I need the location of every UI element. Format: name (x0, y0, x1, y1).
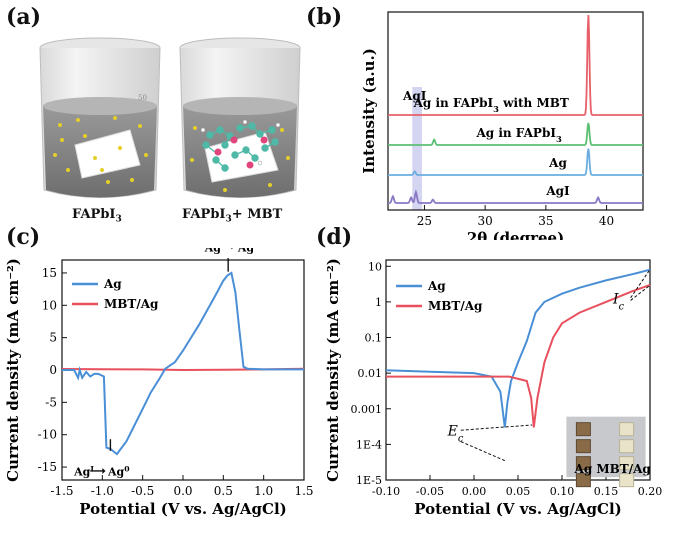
inset-label-ag: Ag (574, 462, 593, 476)
annotation-ec-line-2 (460, 441, 505, 462)
beaker-right (179, 37, 301, 198)
ytick-label-3: 0.01 (358, 367, 383, 380)
beaker-illustration: 50 (39, 37, 301, 198)
xtick-label-3: 40 (599, 214, 614, 228)
ytick-label-6: 10 (368, 260, 382, 273)
annotation-oxidation-arrowhead (231, 248, 233, 250)
inset-label-mbt: MBT/Ag (596, 462, 651, 476)
xtick-label-1: -0.05 (416, 485, 444, 498)
panel-label-c: (c) (6, 224, 41, 250)
xtick-label-4: 0.5 (214, 484, 233, 498)
panel-label-d: (d) (316, 224, 353, 250)
xtick-label-5: 0.15 (594, 485, 619, 498)
legend-label-1: MBT/Ag (104, 297, 159, 311)
beaker-mark-left: 50 (138, 94, 147, 102)
ytick-label-1: 1E-4 (356, 438, 382, 451)
ytick-label-1: -10 (38, 428, 57, 442)
annotation-ec: Ec (447, 423, 464, 444)
xtick-label-6: 0.20 (638, 485, 663, 498)
xtick-label-0: -0.10 (372, 485, 400, 498)
ytick-label-6: 15 (42, 266, 57, 280)
series-label-1: Ag in FAPbI3 (475, 126, 561, 144)
xtick-label-5: 1.0 (254, 484, 273, 498)
ytick-label-0: -15 (38, 460, 57, 474)
panel-label-a: (a) (6, 4, 42, 30)
legend-label-1: MBT/Ag (428, 299, 483, 313)
caption-fapbi3: FAPbI3 (72, 207, 122, 225)
agi-highlight-label: AgI (402, 89, 427, 103)
ytick-label-2: 0.001 (351, 403, 383, 416)
ytick-label-4: 0.1 (365, 332, 383, 345)
inset-sample-mbt-2 (619, 456, 635, 471)
annotation-reduction-arrowhead (102, 467, 106, 474)
legend-label-0: Ag (427, 279, 446, 293)
caption-fapbi3-mbt: FAPbI3+ MBT (182, 207, 283, 225)
annotation-ic-line-2 (630, 285, 650, 301)
inset-sample-mbt-0 (619, 422, 635, 437)
inset-sample-mbt-3 (619, 473, 635, 488)
agi-highlight-band (412, 87, 422, 210)
xtick-label-2: 0.00 (462, 485, 487, 498)
ytick-label-4: 5 (49, 331, 57, 345)
series-line-0 (388, 14, 643, 116)
inset-sample-ag-0 (575, 422, 591, 437)
xtick-label-6: 1.5 (294, 484, 313, 498)
ag-foil-left (74, 129, 141, 179)
series-label-3: AgI (545, 184, 570, 198)
xtick-label-2: 35 (538, 214, 553, 228)
x-axis-label: Potential (V vs. Ag/AgCl) (79, 500, 287, 518)
annotation-oxidation-from: Ag0 (204, 248, 227, 255)
xtick-label-4: 0.10 (550, 485, 575, 498)
annotation-ic-line-1 (630, 270, 650, 299)
series-line-2 (388, 148, 643, 176)
plot-frame (387, 11, 644, 211)
cv-chart: -1.5 -1.0 -0.5 0.0 0.5 1.0 1.5 -15 -10 -5 0 5 10 15 Ag… (4, 248, 314, 518)
inset-sample-ag-3 (575, 473, 591, 488)
ytick-label-0: 1E-5 (356, 474, 382, 487)
series-label-2: Ag (548, 156, 567, 170)
x-axis-label: Potential (V vs. Ag/AgCl) (414, 500, 622, 518)
series-label-0: Ag in FAPbI3 with MBT (413, 96, 569, 114)
series-line-1 (386, 283, 651, 428)
annotation-reduction-to: Ag0 (107, 464, 130, 479)
y-axis-label: Intensity (a.u.) (360, 48, 378, 174)
xtick-label-0: -1.5 (50, 484, 73, 498)
beaker-left: 50 (39, 37, 161, 198)
series-line-0 (62, 271, 304, 456)
annotation-oxidation-to: AgI (237, 248, 258, 255)
ytick-label-5: 10 (42, 298, 57, 312)
inset-sample-ag-2 (575, 456, 591, 471)
y-axis-label: Current density (mA cm⁻²) (324, 258, 342, 482)
annotation-ec-line-1 (460, 424, 533, 431)
series-line-1 (388, 122, 643, 146)
inset-sample-mbt-1 (619, 439, 635, 454)
ytick-label-5: 1 (375, 296, 382, 309)
xtick-label-2: -0.5 (131, 484, 154, 498)
mbt-molecules (200, 119, 281, 172)
annotation-reduction-from: AgI (73, 464, 94, 479)
panel-label-b: (b) (306, 4, 343, 30)
annotation-ic: Ic (612, 292, 625, 312)
ytick-label-3: 0 (49, 363, 57, 377)
xtick-label-1: -1.0 (91, 484, 114, 498)
xtick-label-1: 30 (478, 214, 493, 228)
legend-label-0: Ag (103, 277, 122, 291)
xtick-label-3: 0.05 (506, 485, 531, 498)
x-axis-label: 2θ (degree) (467, 229, 564, 240)
y-axis-label: Current density (mA cm⁻²) (4, 258, 22, 482)
series-line-0 (385, 268, 651, 428)
xtick-label-0: 25 (417, 214, 432, 228)
tafel-chart: -0.10 -0.05 0.00 0.05 0.10 0.15 0.20 1E-5 1E-4 0.… (324, 258, 663, 518)
inset-sample-ag-1 (575, 439, 591, 454)
series-line-3 (388, 189, 643, 204)
ytick-label-2: -5 (45, 395, 57, 409)
xtick-label-3: 0.0 (173, 484, 192, 498)
